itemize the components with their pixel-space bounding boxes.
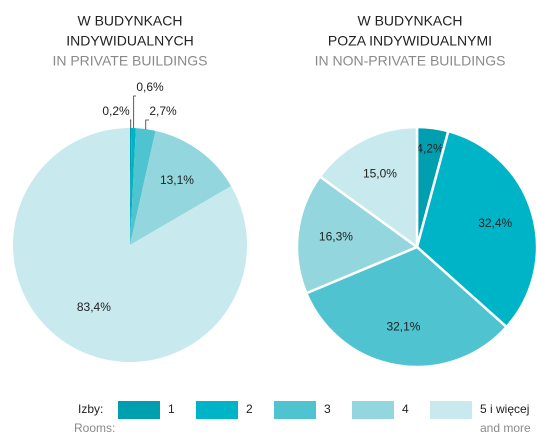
- pie-slice: [13, 128, 248, 362]
- data-label: 15,0%: [363, 166, 397, 180]
- data-label: 13,1%: [160, 173, 194, 187]
- chart-title: W BUDYNKACH: [77, 13, 182, 29]
- pie-slice: [130, 128, 156, 245]
- legend-title: Izby:: [78, 402, 103, 416]
- pie-slice: [295, 174, 420, 295]
- legend-label: 3: [324, 402, 331, 416]
- legend-swatch: [196, 401, 238, 419]
- pie-slice: [318, 125, 419, 250]
- leader-line: [130, 119, 132, 129]
- pie-slice: [130, 128, 132, 245]
- data-label: 0,2%: [102, 104, 130, 118]
- data-label: 0,6%: [136, 80, 164, 94]
- legend-label: 4: [402, 402, 409, 416]
- legend-swatch: [274, 401, 316, 419]
- data-label: 32,4%: [478, 216, 512, 230]
- chart-title: POZA INDYWIDUALNYMI: [328, 33, 492, 49]
- data-label: 16,3%: [319, 230, 353, 244]
- data-label: 4,2%: [416, 142, 444, 156]
- chart-title: INDYWIDUALNYCH: [66, 33, 194, 49]
- chart-title: W BUDYNKACH: [357, 13, 462, 29]
- pie-slice: [130, 128, 136, 245]
- leader-line: [145, 119, 149, 130]
- legend-note: and more: [480, 421, 531, 435]
- legend-swatch: [352, 401, 394, 419]
- data-label: 32,1%: [386, 320, 420, 334]
- legend-label: 2: [246, 402, 253, 416]
- data-label: 2,7%: [149, 104, 177, 118]
- legend-label: 1: [168, 402, 175, 416]
- chart-subtitle: IN NON-PRIVATE BUILDINGS: [315, 53, 506, 69]
- pie-slice: [415, 129, 537, 329]
- legend-swatch: [118, 401, 160, 419]
- pie-slice: [130, 130, 232, 245]
- pie-slice: [304, 245, 509, 369]
- legend-label: 5 i więcej: [480, 402, 529, 416]
- legend-subtitle: Rooms:: [74, 421, 115, 435]
- data-label: 83,4%: [77, 300, 111, 314]
- chart-subtitle: IN PRIVATE BUILDINGS: [52, 53, 207, 69]
- legend-swatch: [430, 401, 472, 419]
- leader-line: [133, 95, 136, 129]
